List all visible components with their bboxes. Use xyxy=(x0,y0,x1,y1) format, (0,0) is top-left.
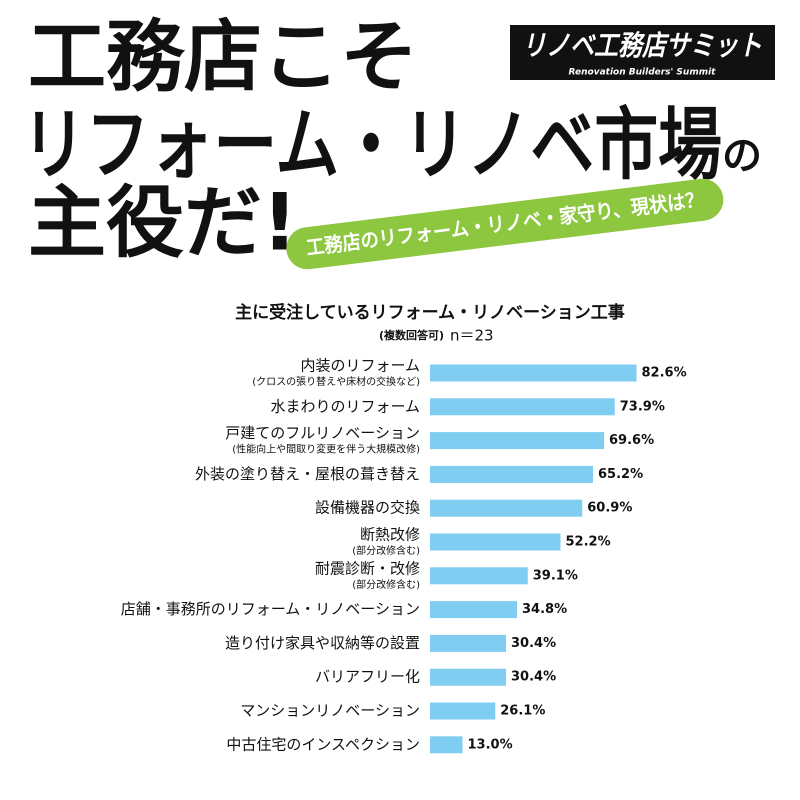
logo: リノベ工務店サミット xyxy=(522,29,762,62)
category-label: 店舗・事務所のリフォーム・リノベーション xyxy=(121,600,420,618)
bar xyxy=(430,634,506,652)
category-label: 断熱改修 xyxy=(360,526,420,544)
value-label: 13.0% xyxy=(468,737,513,752)
category-label: マンションリノベーション xyxy=(240,702,420,720)
category-sublabel: (性能向上や間取り変更を伴う大規模改修) xyxy=(232,443,420,456)
bar xyxy=(430,364,637,382)
bar xyxy=(430,736,463,754)
value-label: 30.4% xyxy=(511,670,556,685)
value-label: 69.6% xyxy=(609,433,654,448)
logo-sub: Renovation Builders' Summit xyxy=(569,68,717,78)
value-label: 26.1% xyxy=(500,704,545,719)
category-label: 設備機器の交換 xyxy=(315,499,420,517)
value-label: 52.2% xyxy=(566,535,611,550)
banner: 工務店のリフォーム・リノベ・家守り、現状は？ xyxy=(286,178,724,270)
value-label: 34.8% xyxy=(522,602,567,617)
value-label: 60.9% xyxy=(587,501,632,516)
category-label: バリアフリー化 xyxy=(315,668,420,686)
category-sublabel: (クロスの張り替えや床材の交換など) xyxy=(252,375,420,388)
bar xyxy=(430,465,593,483)
bar xyxy=(430,499,583,517)
headline: リフォーム・リノベ市場 xyxy=(22,100,722,190)
bar xyxy=(430,567,528,585)
chart-subtitle: n＝23 xyxy=(450,327,494,345)
bar xyxy=(430,668,506,686)
category-label: 造り付け家具や収納等の設置 xyxy=(225,634,420,652)
bar xyxy=(430,398,615,416)
headline: の xyxy=(722,133,762,179)
banner-bg xyxy=(286,178,724,270)
headline: 主役だ! xyxy=(28,178,298,268)
bar xyxy=(430,432,604,450)
value-label: 39.1% xyxy=(533,568,578,583)
value-label: 73.9% xyxy=(620,399,665,414)
bar xyxy=(430,601,517,619)
category-label: 耐震診断・改修 xyxy=(315,559,420,577)
value-label: 82.6% xyxy=(642,366,687,381)
category-label: 内装のリフォーム xyxy=(300,357,420,375)
category-sublabel: (部分改修含む) xyxy=(352,578,420,591)
logo-bg xyxy=(510,25,775,80)
value-label: 30.4% xyxy=(511,636,556,651)
category-label: 水まわりのリフォーム xyxy=(270,397,420,415)
category-sublabel: (部分改修含む) xyxy=(352,544,420,557)
category-label: 外装の塗り替え・屋根の葺き替え xyxy=(195,465,420,483)
bar xyxy=(430,533,561,551)
value-label: 65.2% xyxy=(598,467,643,482)
bar xyxy=(430,702,496,720)
category-label: 中古住宅のインスペクション xyxy=(226,735,420,753)
headline: 工務店こそ xyxy=(28,12,418,102)
chart-title: 主に受注しているリフォーム・リノベーション工事 xyxy=(235,302,625,323)
category-label: 戸建てのフルリノベーション xyxy=(225,424,420,442)
chart-note: (複数回答可) xyxy=(379,328,444,342)
